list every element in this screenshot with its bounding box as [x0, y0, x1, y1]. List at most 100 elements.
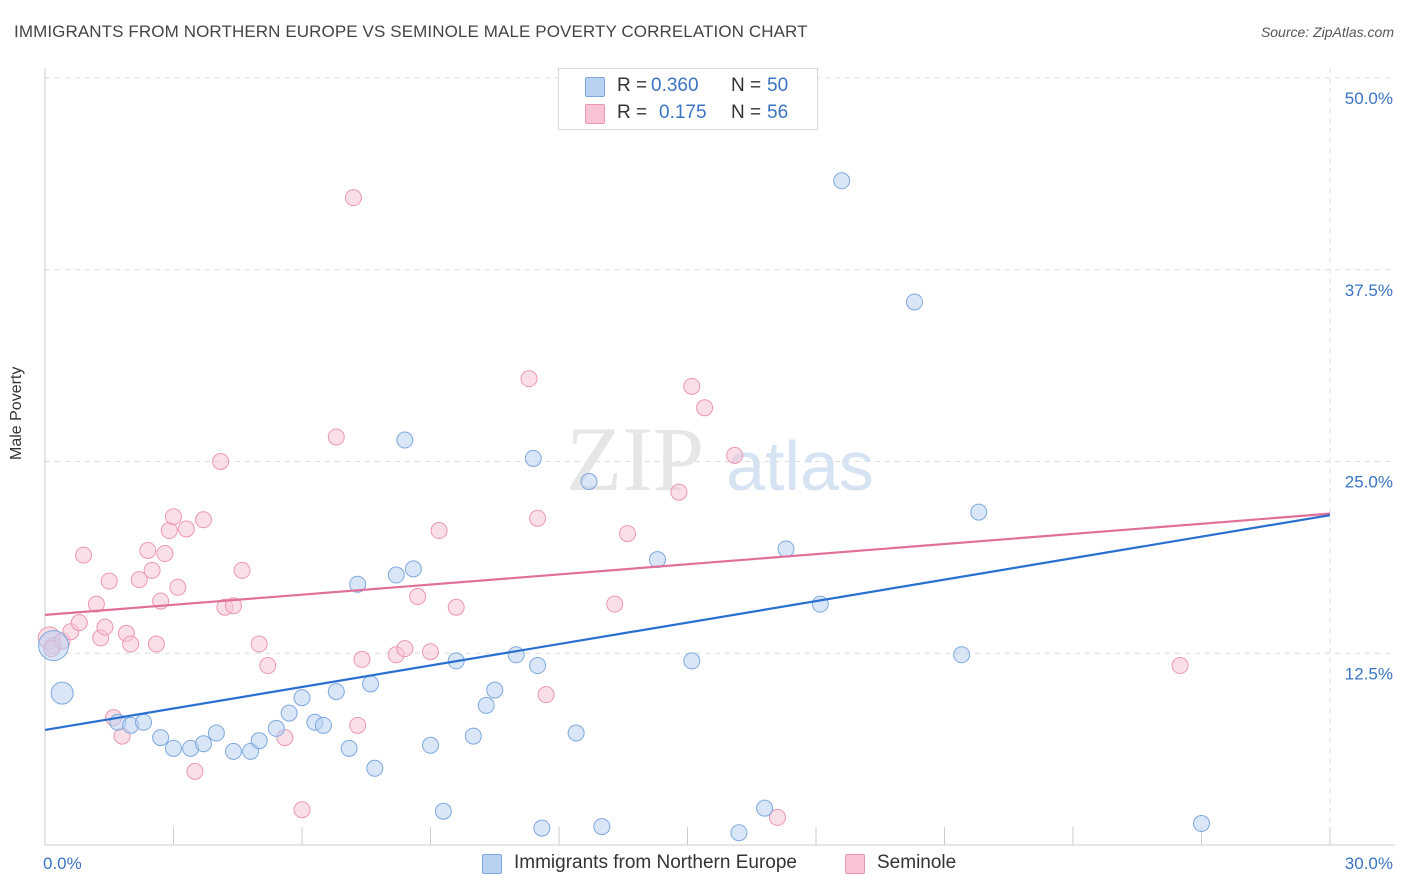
immigrants-point	[250, 732, 268, 750]
seminole-point	[683, 377, 701, 395]
legend-swatch-blue	[482, 854, 502, 874]
seminole-point	[422, 643, 439, 661]
legend-swatch-pink	[845, 854, 865, 874]
immigrants-point	[387, 566, 405, 584]
seminole-point	[250, 635, 268, 653]
seminole-point	[177, 520, 195, 538]
seminole-point	[233, 561, 251, 579]
source-credit: Source: ZipAtlas.com	[1260, 24, 1394, 40]
immigrants-point	[349, 575, 367, 593]
immigrants-point	[152, 729, 170, 747]
immigrants-point	[524, 449, 542, 467]
seminole-point	[139, 541, 157, 559]
watermark-atlas: atlas	[726, 427, 874, 505]
immigrants-point	[464, 727, 482, 745]
seminole-point	[353, 650, 371, 668]
seminole-point	[75, 546, 93, 564]
legend-r-value: 0.175	[659, 102, 707, 123]
legend-swatch-pink	[585, 104, 605, 124]
x-tick-label-min: 0.0%	[43, 854, 82, 873]
seminole-point	[259, 657, 277, 675]
legend-n-label: N =	[731, 102, 762, 123]
immigrants-point	[486, 681, 504, 699]
seminole-point	[87, 595, 105, 613]
trend-lines	[44, 512, 1331, 732]
immigrants-point	[50, 681, 74, 705]
seminole-point	[670, 483, 688, 501]
seminole-point	[349, 716, 367, 734]
seminole-point	[186, 762, 204, 780]
immigrants-point	[314, 716, 332, 734]
seminole-point	[70, 614, 88, 632]
legend-r-label: R =	[617, 102, 648, 123]
immigrants-point	[477, 696, 495, 714]
immigrants-point	[362, 675, 380, 693]
y-tick-label: 50.0%	[1345, 89, 1393, 108]
immigrants-points	[38, 172, 1210, 842]
seminole-point	[293, 801, 311, 819]
immigrants-point	[567, 724, 585, 742]
seminole-point	[122, 635, 140, 653]
seminole-point	[156, 545, 174, 563]
immigrants-point	[422, 736, 439, 754]
seminole-point	[696, 399, 714, 417]
immigrants-point	[580, 472, 598, 490]
seminole-point	[194, 511, 212, 529]
immigrants-point	[777, 540, 795, 558]
immigrants-point	[533, 819, 551, 837]
immigrants-point	[165, 739, 182, 757]
immigrants-point	[906, 293, 924, 311]
immigrants-trend-line	[44, 514, 1331, 732]
legend-label-immigrants: Immigrants from Northern Europe	[514, 852, 797, 873]
seminole-point	[224, 597, 242, 615]
immigrants-point	[529, 657, 547, 675]
immigrants-point	[293, 689, 311, 707]
seminole-point	[212, 453, 230, 470]
x-tick-label-max: 30.0%	[1345, 854, 1393, 873]
seminole-point	[409, 587, 427, 605]
immigrants-point	[224, 742, 242, 760]
immigrants-point	[730, 824, 748, 842]
seminole-point	[96, 618, 114, 636]
immigrants-point	[396, 431, 414, 449]
seminole-point	[165, 508, 182, 526]
gridlines	[45, 68, 1395, 845]
seminole-point	[619, 525, 637, 543]
immigrants-point	[1193, 815, 1210, 833]
immigrants-point	[366, 759, 384, 777]
immigrants-point	[593, 818, 611, 836]
immigrants-point	[340, 739, 358, 757]
immigrants-point	[267, 719, 285, 737]
seminole-point	[447, 598, 465, 616]
seminole-point	[726, 446, 744, 464]
stats-legend: R = 0.360 N = 50 R = 0.175 N = 56	[558, 68, 818, 130]
seminole-point	[1171, 657, 1189, 675]
immigrants-point	[135, 713, 153, 731]
seminole-point	[529, 509, 547, 527]
legend-swatch-blue	[585, 77, 605, 97]
immigrants-point	[38, 630, 70, 662]
seminole-point	[130, 571, 148, 589]
y-tick-label: 25.0%	[1345, 473, 1393, 492]
seminole-point	[537, 686, 555, 704]
seminole-point	[147, 635, 165, 653]
immigrants-point	[756, 799, 774, 817]
seminole-trend-line	[44, 512, 1331, 616]
seminole-point	[344, 189, 362, 207]
immigrants-point	[280, 704, 298, 722]
legend-r-value: 0.360	[651, 75, 699, 96]
immigrants-point	[683, 652, 701, 670]
seminole-point	[606, 595, 624, 613]
tick-labels: 12.5% 25.0% 37.5% 50.0% 0.0% 30.0%	[43, 89, 1393, 873]
chart-title: IMMIGRANTS FROM NORTHERN EUROPE VS SEMIN…	[14, 22, 808, 41]
seminole-point	[520, 370, 538, 388]
axes	[44, 68, 1395, 846]
immigrants-point	[833, 172, 851, 190]
immigrants-point	[434, 802, 452, 820]
seminole-points	[37, 189, 1189, 826]
legend-n-label: N =	[731, 75, 762, 96]
legend-r-label: R =	[617, 75, 648, 96]
immigrants-point	[207, 724, 225, 742]
immigrants-point	[404, 560, 422, 578]
